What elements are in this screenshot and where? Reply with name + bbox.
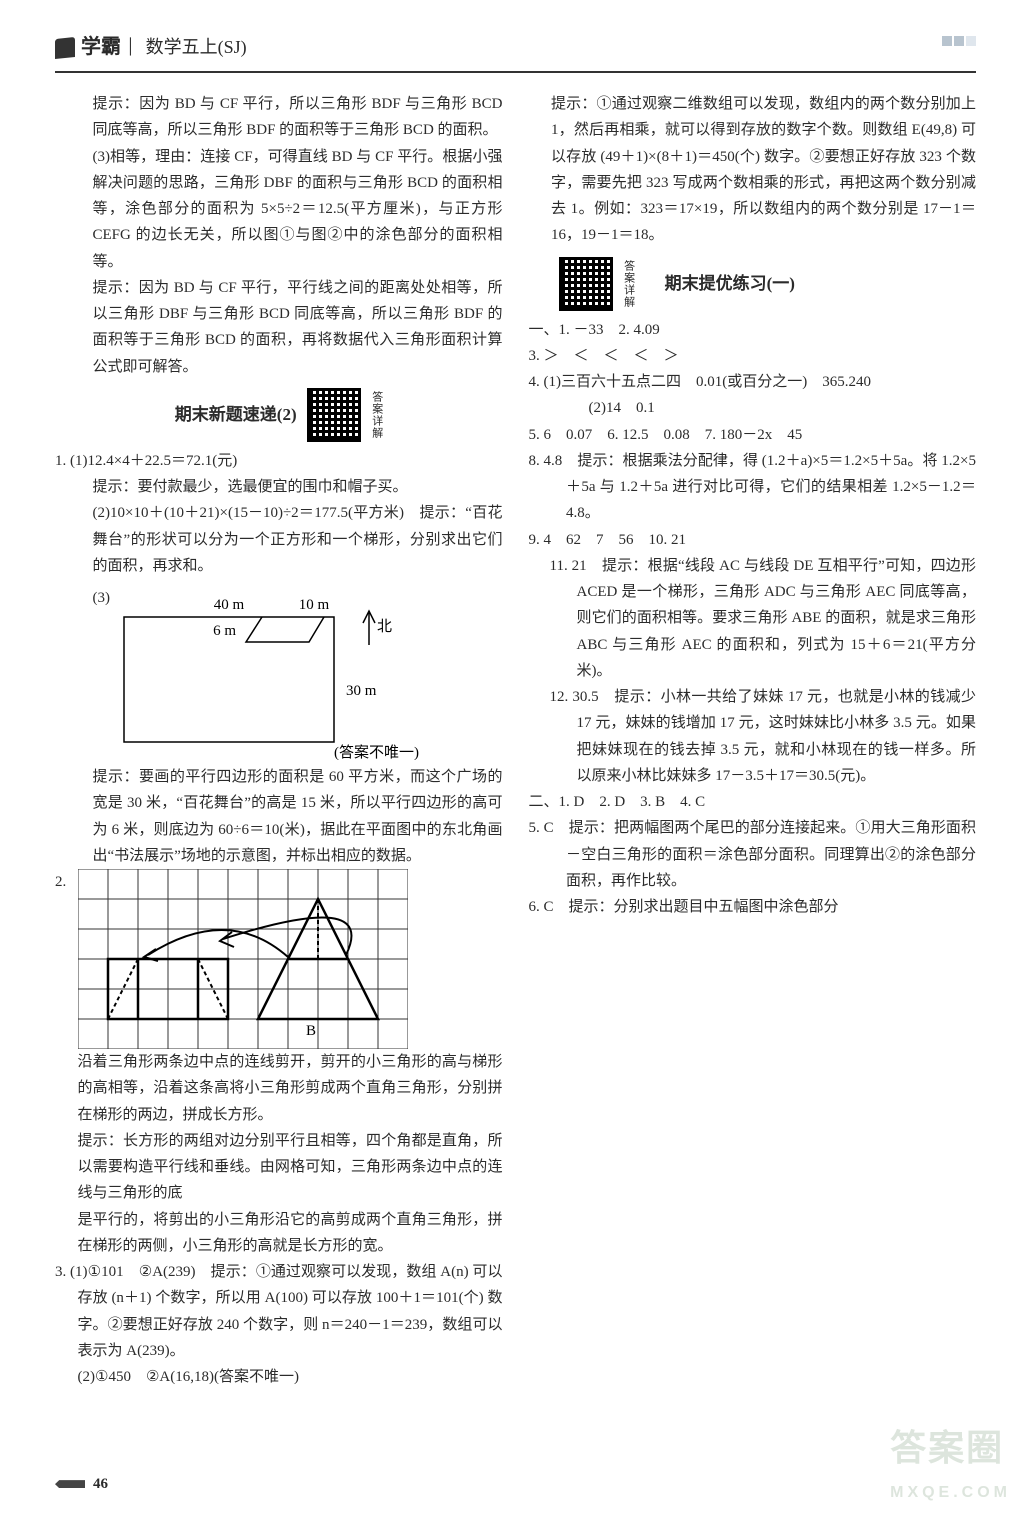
- section-heading-row-2: 答案详解 期末提优练习(一): [529, 257, 977, 311]
- sec2-item-11: 11. 21 提示：根据“线段 AC 与线段 DE 互相平行”可知，四边形 AC…: [529, 553, 977, 684]
- question-2-hint: 提示：长方形的两组对边分别平行且相等，四个角都是直角，所以需要构造平行线和垂线。…: [55, 1128, 503, 1207]
- logo: 学霸: [55, 30, 121, 65]
- question-2-text: 沿着三角形两条边中点的连线剪开，剪开的小三角形的高与梯形的高相等，沿着这条高将小…: [55, 1049, 503, 1128]
- question-1-1-hint: 提示：要付款最少，选最便宜的围巾和帽子买。: [55, 474, 503, 500]
- label-6m: 6 m: [213, 623, 236, 639]
- qr-label: 答案详解: [623, 260, 635, 308]
- question-1-2: (2)10×10＋(10＋21)×(15－10)÷2＝177.5(平方米) 提示…: [55, 500, 503, 579]
- qr-label: 答案详解: [371, 391, 383, 439]
- corner-ornament: [942, 36, 976, 46]
- continuation-paragraph: 是平行的，将剪出的小三角形沿它的高剪成两个直角三角形，拼在梯形的两侧，小三角形的…: [55, 1207, 503, 1260]
- question-3-hint: 提示：①通过观察二维数组可以发现，数组内的两个数分别加上 1，然后再相乘，就可以…: [529, 91, 977, 249]
- sec2-item-4b: (2)14 0.1: [529, 395, 977, 421]
- section-title-2: 期末提优练习(一): [665, 269, 795, 299]
- label-30m: 30 m: [346, 683, 377, 699]
- question-2-row: 2.: [55, 869, 503, 1049]
- figure-1-note: (答案不唯一): [334, 743, 419, 760]
- figure-1-svg: 40 m 10 m 6 m 北 30 m (答案不唯一): [114, 585, 424, 760]
- sec2-part2: 二、1. D 2. D 3. B 4. C: [529, 789, 977, 815]
- sec2-item-12: 12. 30.5 提示：小林一共给了妹妹 17 元，也就是小林的钱减少 17 元…: [529, 684, 977, 789]
- sec2-item-4a: 4. (1)三百六十五点二四 0.01(或百分之一) 365.240: [529, 369, 977, 395]
- question-2-lead: 2.: [55, 869, 78, 895]
- sec2-item-1: 一、1. －33 2. 4.09: [529, 317, 977, 343]
- answer-paragraph: (3)相等，理由：连接 CF，可得直线 BD 与 CF 平行。根据小强解决问题的…: [55, 144, 503, 275]
- pencil-icon: [55, 1480, 85, 1488]
- label-north: 北: [377, 618, 392, 635]
- qr-code-icon: [307, 388, 361, 442]
- logo-text: 学霸: [81, 30, 121, 65]
- figure-2-label-b: B: [306, 1023, 316, 1039]
- qr-code-icon: [559, 257, 613, 311]
- page-number: 46: [93, 1471, 108, 1497]
- question-1-3-hint: 提示：要画的平行四边形的面积是 60 平方米，而这个广场的宽是 30 米，“百花…: [55, 764, 503, 869]
- question-3-2: (2)①450 ②A(16,18)(答案不唯一): [55, 1364, 503, 1390]
- question-3-1: 3. (1)①101 ②A(239) 提示：①通过观察可以发现，数组 A(n) …: [55, 1259, 503, 1364]
- section-heading-row: 期末新题速递(2) 答案详解: [55, 388, 503, 442]
- sec2-item-9: 9. 4 62 7 56 10. 21: [529, 527, 977, 553]
- sec2-part2-6: 6. C 提示：分别求出题目中五幅图中涂色部分: [529, 894, 977, 920]
- header-separator: │: [125, 34, 136, 60]
- content-columns: 提示：因为 BD 与 CF 平行，所以三角形 BDF 与三角形 BCD 同底等高…: [55, 91, 976, 1461]
- book-icon: [55, 36, 75, 58]
- hint-paragraph: 提示：因为 BD 与 CF 平行，平行线之间的距离处处相等，所以三角形 DBF …: [55, 275, 503, 380]
- header-subject: 数学五上(SJ): [146, 32, 247, 64]
- figure-1: (3) 40 m 10 m 6 m 北 30 m (答案不唯一): [93, 585, 503, 760]
- page-header: 学霸 │ 数学五上(SJ): [55, 30, 976, 73]
- sec2-item-3: 3. ＞ ＜ ＜ ＜ ＞: [529, 343, 977, 369]
- label-40m: 40 m: [214, 597, 245, 613]
- sec2-item-8: 8. 4.8 提示：根据乘法分配律，得 (1.2＋a)×5＝1.2×5＋5a。将…: [529, 448, 977, 527]
- figure-2-svg: B: [78, 869, 408, 1049]
- page-footer: 46: [55, 1471, 976, 1497]
- sec2-item-5: 5. 6 0.07 6. 12.5 0.08 7. 180－2x 45: [529, 422, 977, 448]
- question-1-1: 1. (1)12.4×4＋22.5＝72.1(元): [55, 448, 503, 474]
- section-title: 期末新题速递(2): [175, 400, 297, 430]
- hint-paragraph: 提示：因为 BD 与 CF 平行，所以三角形 BDF 与三角形 BCD 同底等高…: [55, 91, 503, 144]
- sec2-part2-5: 5. C 提示：把两幅图两个尾巴的部分连接起来。①用大三角形面积－空白三角形的面…: [529, 815, 977, 894]
- figure-1-lead: (3): [93, 585, 111, 611]
- label-10m: 10 m: [299, 597, 330, 613]
